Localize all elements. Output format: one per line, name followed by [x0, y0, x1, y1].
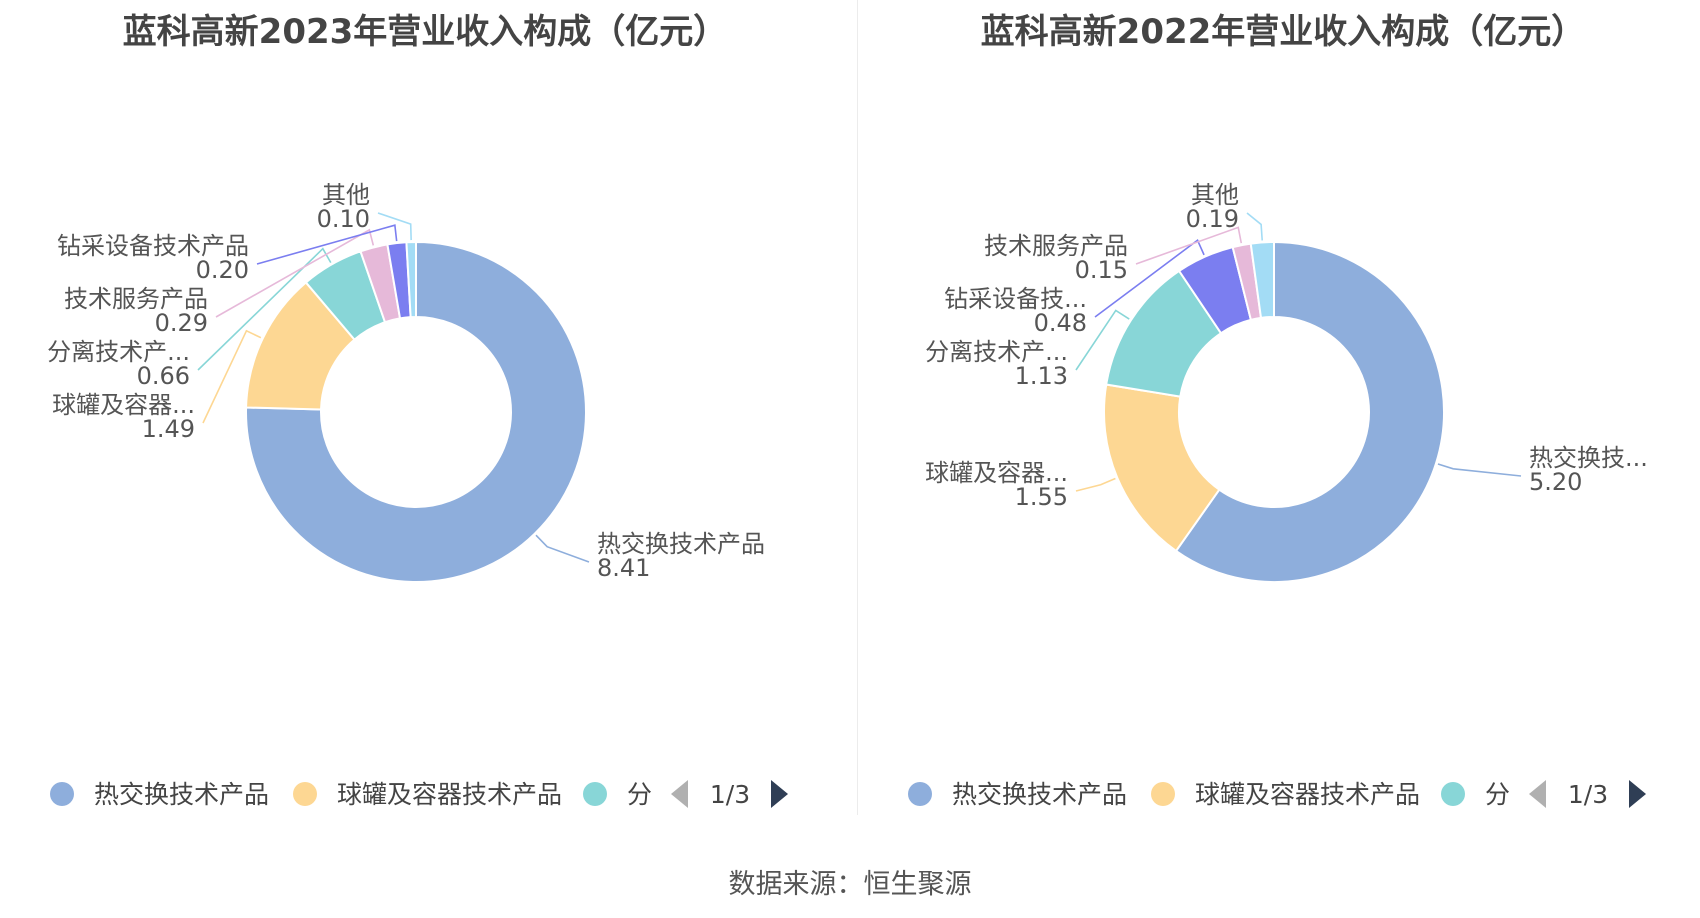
legend-marker[interactable] [583, 782, 607, 806]
legend-label[interactable]: 球罐及容器技术产品 [337, 780, 562, 809]
donut-slice[interactable] [405, 240, 417, 319]
legend-prev-arrow-icon[interactable] [1529, 780, 1546, 808]
chart-title: 蓝科高新2022年营业收入构成（亿元） [980, 12, 1586, 52]
legend-next-arrow-icon[interactable] [771, 780, 788, 808]
slice-value-label: 1.55 [1015, 483, 1068, 511]
leader-line [1075, 477, 1116, 492]
donut-slice[interactable] [1249, 240, 1275, 320]
leader-line [377, 212, 412, 241]
leader-line [1075, 309, 1130, 371]
leader-line [535, 534, 590, 563]
slice-value-label: 0.29 [155, 309, 208, 337]
legend-next-arrow-icon[interactable] [1629, 780, 1646, 808]
slice-label: 热交换技术产品 [597, 530, 765, 558]
legend-marker[interactable] [1441, 782, 1465, 806]
leader-line [1246, 212, 1264, 241]
slice-label: 技术服务产品 [984, 232, 1128, 260]
slice-label: 球罐及容器... [925, 459, 1068, 487]
chart-panel-2023: 蓝科高新2023年营业收入构成（亿元） 热交换技术产品 8.41 球罐及容器... 1… [0, 0, 850, 820]
legend-marker[interactable] [1151, 782, 1175, 806]
slice-label: 分离技术产... [925, 338, 1068, 366]
slice-label: 其他 [1191, 181, 1239, 209]
legend: 热交换技术产品 球罐及容器技术产品 分 1/3 [908, 780, 1646, 809]
slice-value-label: 0.19 [1186, 205, 1239, 233]
legend-label[interactable]: 分 [1485, 780, 1510, 809]
legend-label[interactable]: 球罐及容器技术产品 [1195, 780, 1420, 809]
donut-slice[interactable] [245, 240, 587, 583]
donut-slice[interactable] [1174, 240, 1445, 583]
legend-marker[interactable] [908, 782, 932, 806]
legend-page-indicator: 1/3 [1568, 780, 1608, 809]
legend-page-indicator: 1/3 [710, 780, 750, 809]
leader-line [197, 247, 332, 371]
donut-chart-2023: 热交换技术产品8.41球罐及容器...1.49分离技术产...0.66技术服务产… [47, 181, 788, 809]
slice-value-label: 0.66 [137, 362, 190, 390]
slice-label: 钻采设备技... [944, 285, 1087, 313]
slice-label: 分离技术产... [47, 338, 190, 366]
chart-panel-2022: 蓝科高新2022年营业收入构成（亿元） 热交换技... 5.20 球罐及容器... 1… [858, 0, 1700, 820]
leader-line [202, 329, 262, 424]
leader-line [256, 224, 398, 265]
donut-slices [1103, 240, 1445, 583]
slice-value-label: 1.49 [142, 415, 195, 443]
slice-value-label: 1.13 [1015, 362, 1068, 390]
slice-value-label: 5.20 [1529, 468, 1582, 496]
chart-title: 蓝科高新2023年营业收入构成（亿元） [122, 12, 728, 52]
leader-line [1437, 463, 1522, 477]
data-source-note: 数据来源：恒生聚源 [728, 869, 972, 900]
legend-prev-arrow-icon[interactable] [671, 780, 688, 808]
panel-divider [857, 0, 858, 815]
legend-marker[interactable] [293, 782, 317, 806]
slice-labels: 热交换技...5.20 球罐及容器...1.55 分离技术产...1.13 钻采设备技… [925, 181, 1648, 511]
slice-value-label: 0.15 [1075, 256, 1128, 284]
legend-label[interactable]: 热交换技术产品 [952, 780, 1127, 809]
leader-line [1094, 239, 1205, 318]
leader-line [1135, 226, 1243, 265]
legend-marker[interactable] [50, 782, 74, 806]
donut-chart-2022: 热交换技...5.20 球罐及容器...1.55 分离技术产...1.13 钻采设备技… [908, 181, 1648, 809]
slice-label: 球罐及容器... [52, 391, 195, 419]
slice-label: 钻采设备技术产品 [57, 232, 249, 260]
slice-label: 热交换技... [1529, 444, 1648, 472]
donut-slices [245, 240, 587, 583]
legend-label[interactable]: 分 [627, 780, 652, 809]
legend: 热交换技术产品 球罐及容器技术产品 分 1/3 [50, 780, 788, 809]
slice-value-label: 0.10 [317, 205, 370, 233]
slice-value-label: 0.20 [196, 256, 249, 284]
slice-value-label: 8.41 [597, 554, 650, 582]
slice-label: 技术服务产品 [64, 285, 208, 313]
legend-label[interactable]: 热交换技术产品 [94, 780, 269, 809]
slice-label: 其他 [322, 181, 370, 209]
slice-value-label: 0.48 [1034, 309, 1087, 337]
leader-line [215, 228, 375, 318]
